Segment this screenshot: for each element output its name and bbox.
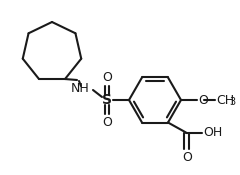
Text: CH: CH bbox=[216, 93, 234, 107]
Text: OH: OH bbox=[203, 126, 222, 139]
Text: O: O bbox=[102, 116, 112, 129]
Text: O: O bbox=[182, 150, 192, 163]
Text: 3: 3 bbox=[229, 97, 235, 107]
Text: NH: NH bbox=[70, 82, 89, 95]
Text: S: S bbox=[102, 93, 112, 107]
Text: O: O bbox=[102, 71, 112, 84]
Text: O: O bbox=[198, 93, 208, 107]
